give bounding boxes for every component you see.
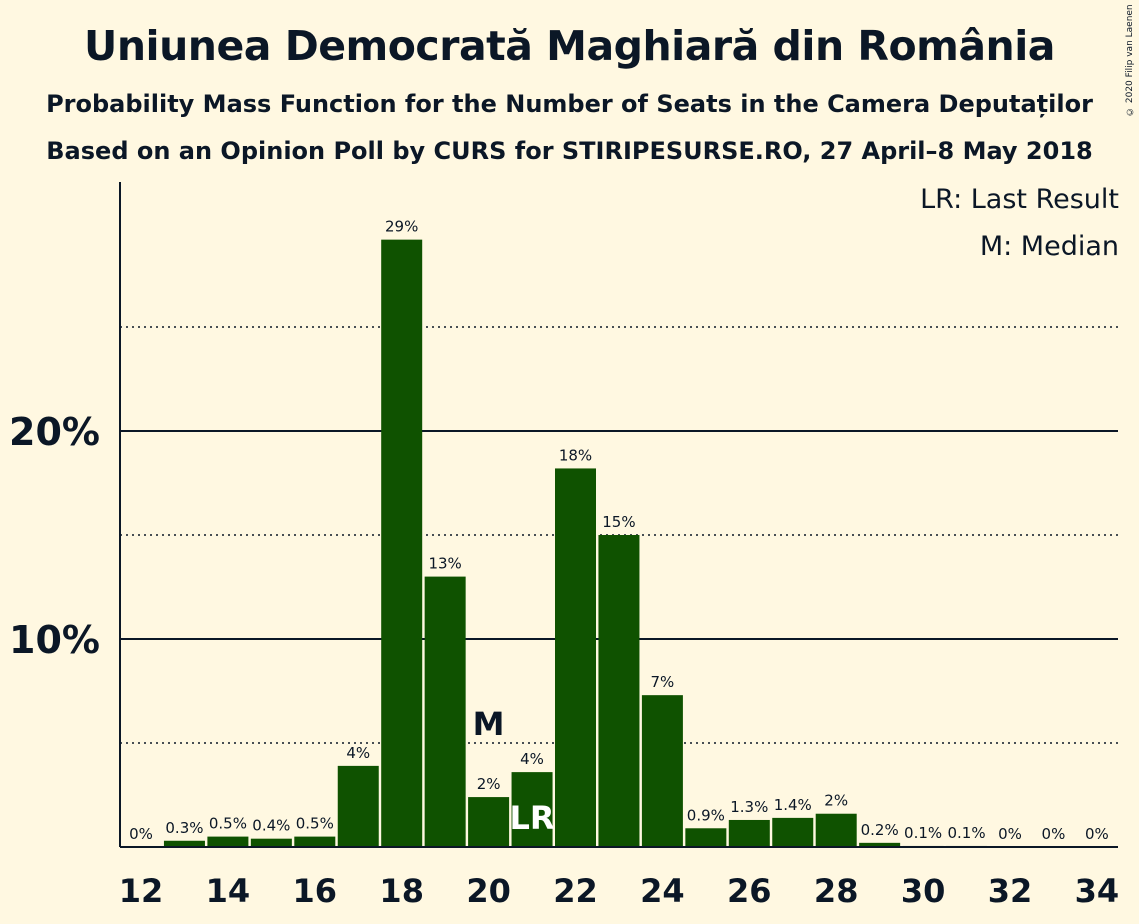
bar-29 <box>859 842 901 847</box>
x-tick-label: 22 <box>553 872 598 910</box>
y-tick-label: 10% <box>9 618 100 662</box>
data-label-31: 0.1% <box>947 824 985 842</box>
x-tick-label: 26 <box>727 872 772 910</box>
chart-source-subtitle: Based on an Opinion Poll by CURS for STI… <box>46 137 1093 165</box>
data-label-22: 18% <box>559 446 592 464</box>
data-label-17: 4% <box>346 744 370 762</box>
x-tick-label: 30 <box>901 872 946 910</box>
bar-24 <box>641 695 683 847</box>
data-label-13: 0.3% <box>165 819 203 837</box>
bar-19 <box>424 576 466 847</box>
data-label-14: 0.5% <box>209 815 247 833</box>
y-tick-label: 20% <box>9 410 100 454</box>
bar-21 <box>511 772 553 847</box>
data-label-25: 0.9% <box>687 806 725 824</box>
bar-13 <box>163 840 205 847</box>
data-label-34: 0% <box>1085 825 1109 843</box>
data-label-27: 1.4% <box>774 796 812 814</box>
data-label-15: 0.4% <box>252 817 290 835</box>
data-label-23: 15% <box>602 513 635 531</box>
x-tick-label: 34 <box>1075 872 1120 910</box>
x-tick-label: 12 <box>119 872 164 910</box>
chart-title: Uniunea Democrată Maghiară din România <box>84 22 1055 70</box>
legend-median: M: Median <box>979 231 1119 262</box>
data-label-32: 0% <box>998 825 1022 843</box>
bar-17 <box>337 765 379 847</box>
data-label-24: 7% <box>651 673 675 691</box>
data-label-28: 2% <box>824 792 848 810</box>
data-label-21: 4% <box>520 750 544 768</box>
x-tick-label: 18 <box>379 872 424 910</box>
bar-25 <box>685 828 727 847</box>
median-marker: M <box>473 705 505 743</box>
x-tick-label: 16 <box>293 872 338 910</box>
data-label-26: 1.3% <box>730 798 768 816</box>
bar-22 <box>555 468 596 847</box>
bar-26 <box>728 819 770 847</box>
data-label-19: 13% <box>428 555 461 573</box>
bar-18 <box>381 239 423 847</box>
bar-15 <box>250 838 292 847</box>
bar-27 <box>772 817 814 847</box>
chart-subtitle: Probability Mass Function for the Number… <box>46 90 1093 118</box>
legend-last-result: LR: Last Result <box>920 184 1119 215</box>
data-label-33: 0% <box>1042 825 1066 843</box>
bar-28 <box>815 813 857 847</box>
x-tick-label: 14 <box>206 872 251 910</box>
data-label-18: 29% <box>385 218 418 236</box>
x-tick-label: 24 <box>640 872 685 910</box>
bar-20 <box>468 797 510 847</box>
data-label-30: 0.1% <box>904 824 942 842</box>
x-tick-label: 20 <box>466 872 511 910</box>
data-label-16: 0.5% <box>296 815 334 833</box>
data-label-12: 0% <box>129 825 153 843</box>
data-label-29: 0.2% <box>861 821 899 839</box>
data-label-20: 2% <box>477 775 501 793</box>
bar-14 <box>207 836 249 847</box>
last-result-marker: LR <box>510 799 555 837</box>
x-tick-label: 28 <box>814 872 859 910</box>
x-tick-label: 32 <box>988 872 1033 910</box>
bar-23 <box>598 535 640 847</box>
bar-16 <box>294 836 336 847</box>
